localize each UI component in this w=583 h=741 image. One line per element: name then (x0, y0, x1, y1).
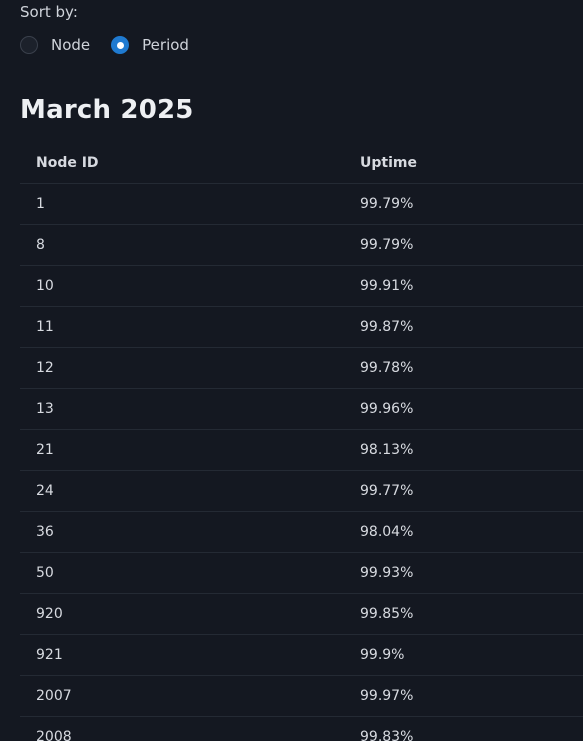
node-id-cell: 921 (36, 647, 63, 663)
uptime-cell: 99.85% (360, 606, 414, 622)
uptime-cell: 99.97% (360, 688, 414, 704)
column-header-node-id[interactable]: Node ID (36, 155, 99, 171)
table-row: 12 99.78% (20, 348, 583, 389)
radio-checked-icon[interactable] (111, 36, 130, 54)
uptime-cell: 99.87% (360, 319, 414, 335)
node-id-cell: 2008 (36, 729, 72, 741)
sort-option-node-label: Node (51, 36, 91, 54)
node-id-cell: 8 (36, 237, 45, 253)
uptime-cell: 98.13% (360, 442, 414, 458)
table-row: 50 99.93% (20, 553, 583, 594)
sort-option-node[interactable]: Node (20, 36, 90, 54)
sort-by-label: Sort by: (20, 3, 78, 21)
radio-unchecked-icon[interactable] (20, 36, 38, 54)
table-row: 1 99.79% (20, 184, 583, 225)
table-row: 8 99.79% (20, 225, 583, 266)
node-id-cell: 10 (36, 278, 54, 294)
table-header-row: Node ID Uptime (20, 143, 583, 184)
table-body: 1 99.79% 8 99.79% 10 99.91% 11 99.87% 12 99.78% 13… (20, 184, 583, 741)
node-id-cell: 50 (36, 565, 54, 581)
node-id-cell: 1 (36, 196, 45, 212)
table-row: 24 99.77% (20, 471, 583, 512)
uptime-cell: 99.79% (360, 237, 414, 253)
period-heading: March 2025 (20, 95, 194, 125)
sort-radio-group: Node Period (20, 34, 210, 56)
uptime-cell: 99.83% (360, 729, 414, 741)
sort-option-period-label: Period (142, 36, 189, 54)
uptime-cell: 99.91% (360, 278, 414, 294)
sort-option-period[interactable]: Period (111, 36, 189, 54)
table-row: 2007 99.97% (20, 676, 583, 717)
uptime-cell: 98.04% (360, 524, 414, 540)
node-id-cell: 24 (36, 483, 54, 499)
uptime-cell: 99.93% (360, 565, 414, 581)
node-id-cell: 11 (36, 319, 54, 335)
uptime-cell: 99.78% (360, 360, 414, 376)
table-row: 10 99.91% (20, 266, 583, 307)
uptime-cell: 99.77% (360, 483, 414, 499)
uptime-cell: 99.9% (360, 647, 405, 663)
table-row: 921 99.9% (20, 635, 583, 676)
node-id-cell: 2007 (36, 688, 72, 704)
node-id-cell: 920 (36, 606, 63, 622)
table-row: 13 99.96% (20, 389, 583, 430)
uptime-cell: 99.79% (360, 196, 414, 212)
table-row: 920 99.85% (20, 594, 583, 635)
node-id-cell: 21 (36, 442, 54, 458)
table-row: 2008 99.83% (20, 717, 583, 741)
table-row: 21 98.13% (20, 430, 583, 471)
uptime-cell: 99.96% (360, 401, 414, 417)
table-row: 36 98.04% (20, 512, 583, 553)
column-header-uptime[interactable]: Uptime (360, 155, 417, 171)
node-id-cell: 13 (36, 401, 54, 417)
table-row: 11 99.87% (20, 307, 583, 348)
node-id-cell: 12 (36, 360, 54, 376)
node-id-cell: 36 (36, 524, 54, 540)
uptime-table: Node ID Uptime 1 99.79% 8 99.79% 10 99.91% 11 9… (20, 143, 583, 741)
